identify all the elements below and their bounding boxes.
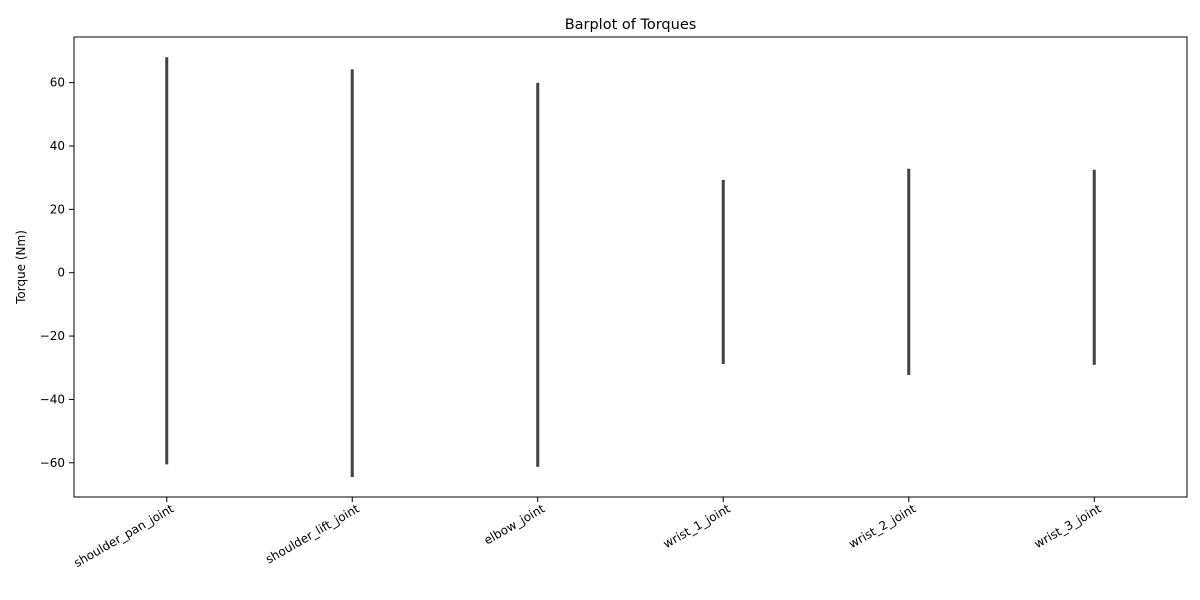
x-tick-label-shoulder_lift_joint: shoulder_lift_joint — [263, 501, 362, 566]
y-tick-label: −20 — [40, 329, 65, 343]
x-tick-label-elbow_joint: elbow_joint — [482, 501, 548, 547]
x-tick-label-wrist_3_joint: wrist_3_joint — [1032, 501, 1104, 551]
x-tick-label-shoulder_pan_joint: shoulder_pan_joint — [71, 501, 176, 570]
y-axis-label: Torque (Nm) — [14, 230, 28, 305]
chart-title: Barplot of Torques — [565, 17, 697, 33]
plot-frame — [73, 36, 1188, 498]
y-tick-label: 60 — [50, 76, 65, 90]
x-tick-label-wrist_1_joint: wrist_1_joint — [661, 501, 733, 551]
x-tick-label-wrist_2_joint: wrist_2_joint — [846, 501, 918, 551]
y-tick-label: 40 — [50, 139, 65, 153]
y-tick-label: 20 — [50, 202, 65, 216]
y-tick-label: 0 — [57, 266, 65, 280]
y-tick-label: −60 — [40, 456, 65, 470]
y-tick-label: −40 — [40, 392, 65, 406]
